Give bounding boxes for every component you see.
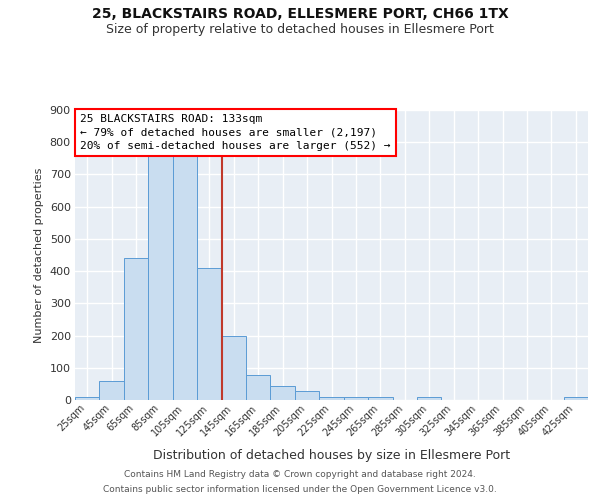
Text: Contains HM Land Registry data © Crown copyright and database right 2024.: Contains HM Land Registry data © Crown c… <box>124 470 476 479</box>
Bar <box>368 397 392 400</box>
Text: Contains public sector information licensed under the Open Government Licence v3: Contains public sector information licen… <box>103 485 497 494</box>
Bar <box>271 386 295 400</box>
X-axis label: Distribution of detached houses by size in Ellesmere Port: Distribution of detached houses by size … <box>153 449 510 462</box>
Text: 25 BLACKSTAIRS ROAD: 133sqm
← 79% of detached houses are smaller (2,197)
20% of : 25 BLACKSTAIRS ROAD: 133sqm ← 79% of det… <box>80 114 391 151</box>
Bar <box>295 391 319 400</box>
Bar <box>148 155 173 400</box>
Bar <box>246 375 271 400</box>
Bar <box>563 398 588 400</box>
Bar <box>75 397 100 400</box>
Bar <box>197 268 221 400</box>
Bar <box>100 380 124 400</box>
Bar <box>124 258 148 400</box>
Bar <box>319 397 344 400</box>
Bar <box>344 397 368 400</box>
Text: 25, BLACKSTAIRS ROAD, ELLESMERE PORT, CH66 1TX: 25, BLACKSTAIRS ROAD, ELLESMERE PORT, CH… <box>92 8 508 22</box>
Bar <box>417 397 442 400</box>
Text: Size of property relative to detached houses in Ellesmere Port: Size of property relative to detached ho… <box>106 22 494 36</box>
Y-axis label: Number of detached properties: Number of detached properties <box>34 168 44 342</box>
Bar <box>221 336 246 400</box>
Bar <box>173 155 197 400</box>
